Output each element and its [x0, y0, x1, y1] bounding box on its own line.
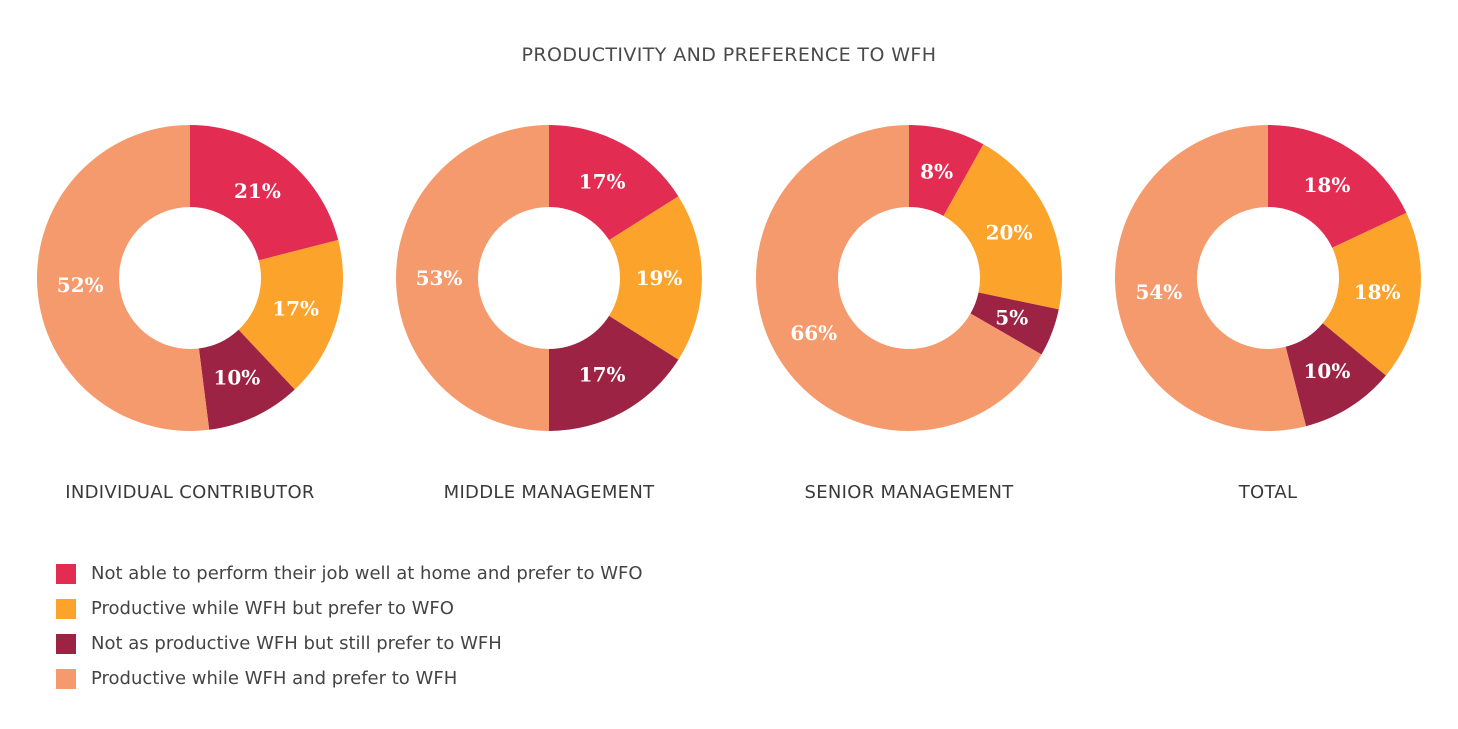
slice-value-label: 21% — [234, 179, 281, 203]
legend-label: Productive while WFH but prefer to WFO — [91, 598, 454, 619]
donut-slice — [1285, 323, 1386, 427]
legend-item: Not as productive WFH but still prefer t… — [56, 626, 643, 661]
donut-chart-title: SENIOR MANAGEMENT — [804, 482, 1014, 503]
legend-item: Productive while WFH and prefer to WFH — [56, 661, 643, 696]
slice-value-label: 8% — [920, 160, 953, 184]
legend-swatch — [56, 633, 76, 654]
slice-value-label: 20% — [986, 220, 1033, 244]
chart-title: PRODUCTIVITY AND PREFERENCE TO WFH — [521, 44, 937, 66]
legend-label: Productive while WFH and prefer to WFH — [91, 668, 458, 689]
donut-slice — [238, 239, 344, 390]
slice-value-label: 10% — [1304, 359, 1351, 383]
donut-chart-4: 18% 18% 10% 54% TOTAL — [1115, 125, 1421, 503]
donut-chart-1: 21% 17% 10% 52% INDIVIDUAL CONTRIBUTOR — [37, 125, 344, 503]
slice-value-label: 18% — [1354, 280, 1401, 304]
donut-slice — [1268, 125, 1407, 248]
donut-chart-3: 8% 20% 5% 66% SENIOR MANAGEMENT — [755, 125, 1062, 503]
donut-slice — [190, 125, 339, 261]
slice-value-label: 54% — [1135, 280, 1182, 304]
donut-slice — [198, 329, 295, 430]
legend: Not able to perform their job well at ho… — [56, 556, 643, 696]
donut-slice — [1322, 212, 1421, 376]
slice-value-label: 53% — [416, 266, 463, 290]
donut-slice — [549, 315, 679, 431]
donut-slice — [755, 125, 1042, 431]
donut-slice — [970, 292, 1059, 355]
donut-chart-title: MIDDLE MANAGEMENT — [444, 482, 655, 503]
slice-value-label: 17% — [579, 362, 626, 386]
slice-value-label: 66% — [790, 321, 837, 345]
donut-slice — [396, 125, 549, 431]
slice-value-label: 18% — [1304, 173, 1351, 197]
donut-slice — [909, 125, 984, 216]
slice-value-label: 10% — [213, 366, 260, 390]
slice-value-label: 19% — [636, 266, 683, 290]
slice-value-label: 17% — [272, 297, 319, 321]
slice-value-label: 17% — [579, 170, 626, 194]
legend-label: Not able to perform their job well at ho… — [91, 563, 643, 584]
donut-slice — [549, 125, 679, 241]
legend-item: Productive while WFH but prefer to WFO — [56, 591, 643, 626]
legend-label: Not as productive WFH but still prefer t… — [91, 633, 502, 654]
donut-chart-title: INDIVIDUAL CONTRIBUTOR — [65, 482, 314, 503]
slice-value-label: 52% — [57, 273, 104, 297]
legend-swatch — [56, 563, 76, 584]
legend-swatch — [56, 668, 76, 689]
legend-swatch — [56, 598, 76, 619]
legend-item: Not able to perform their job well at ho… — [56, 556, 643, 591]
donut-slice — [943, 144, 1062, 310]
donut-chart-2: 17% 19% 17% 53% MIDDLE MANAGEMENT — [396, 125, 702, 503]
donut-slice — [609, 196, 702, 360]
donut-chart-title: TOTAL — [1238, 482, 1298, 503]
donut-slice — [37, 125, 210, 431]
donut-slice — [1115, 125, 1307, 431]
slice-value-label: 5% — [995, 305, 1028, 329]
